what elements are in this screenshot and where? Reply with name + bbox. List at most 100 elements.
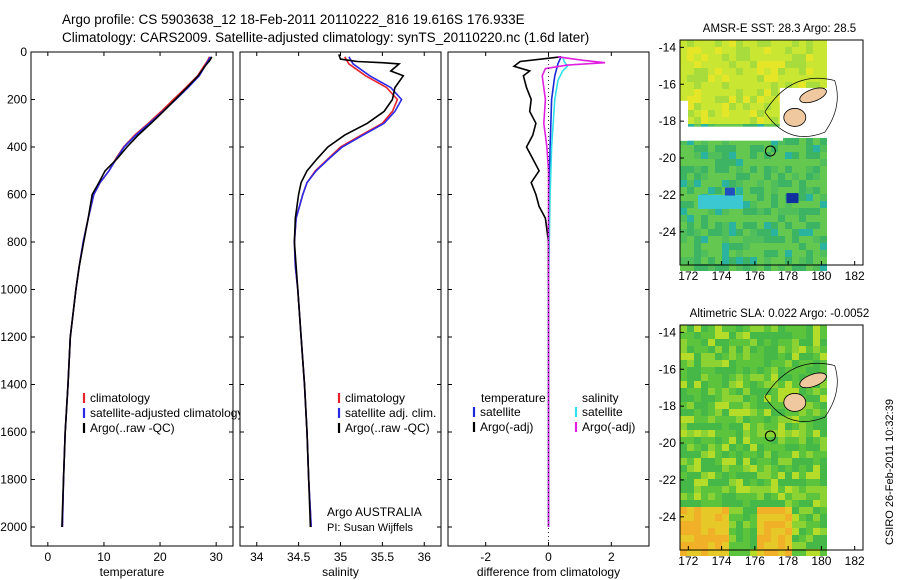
sst_map-cell xyxy=(708,236,715,243)
sst_map-cell xyxy=(694,138,701,145)
sla_map-cell xyxy=(771,542,778,549)
sla_map-cell xyxy=(757,332,764,339)
sla_map-cell xyxy=(799,472,806,479)
sst_map-cell xyxy=(750,194,757,201)
sst_map-cell xyxy=(708,166,715,173)
sla_map-cell xyxy=(743,549,750,556)
sst_map-cell xyxy=(792,229,799,236)
sst_map-cell xyxy=(799,40,806,47)
sst_map-cell xyxy=(736,229,743,236)
sst_map-cell xyxy=(771,75,778,82)
sst_map-cell xyxy=(708,229,715,236)
sst_map-cell xyxy=(785,75,792,82)
sla_map-cell xyxy=(799,360,806,367)
sla_map-cell xyxy=(729,325,736,332)
sla_map-cell xyxy=(708,339,715,346)
sla_map-cell xyxy=(764,521,771,528)
sst_map-cell xyxy=(715,103,722,110)
sla_map-cell xyxy=(701,542,708,549)
sst_map-cell xyxy=(736,236,743,243)
sla_map-cell xyxy=(708,395,715,402)
sst_map-cell xyxy=(785,40,792,47)
sst_map-cell xyxy=(778,201,785,208)
sla_map-cell xyxy=(757,395,764,402)
sst_map-cell xyxy=(806,145,813,152)
sla_map-cell xyxy=(694,395,701,402)
sla_map-cell xyxy=(799,500,806,507)
sst_map-cell xyxy=(757,208,764,215)
sla_map-cell xyxy=(694,507,701,514)
sla_map-cell xyxy=(820,507,827,514)
sst_map-cell xyxy=(743,215,750,222)
sla_map-cell xyxy=(764,535,771,542)
sla_map-cell xyxy=(820,472,827,479)
sla_map-cell xyxy=(785,346,792,353)
sla_map-cell xyxy=(708,388,715,395)
sla_map-cell xyxy=(778,542,785,549)
sla_map-cell xyxy=(750,374,757,381)
sst_map-cell xyxy=(785,229,792,236)
sst_map-cell xyxy=(785,82,792,89)
sla_map-cell xyxy=(680,542,687,549)
sla_map-cell xyxy=(736,374,743,381)
sst_map-cell xyxy=(680,61,687,68)
sst_map-cell xyxy=(687,264,694,271)
sla_map-cell xyxy=(785,528,792,535)
sst_map-cell xyxy=(792,82,799,89)
sla_map-cell xyxy=(813,535,820,542)
sla_map-cell xyxy=(680,465,687,472)
sla_map-argo-marker xyxy=(764,430,776,442)
sla_map-cell xyxy=(778,339,785,346)
sst_map-cell xyxy=(792,201,799,208)
sla_map-cell xyxy=(715,444,722,451)
sst_map-cell xyxy=(813,138,820,145)
sst_map-cell xyxy=(687,110,694,117)
sla_map-cell xyxy=(764,430,771,437)
sst_map-cell xyxy=(799,159,806,166)
sst_map-cell xyxy=(757,82,764,89)
sla_map-cell xyxy=(813,423,820,430)
sst_map-cell xyxy=(680,215,687,222)
sla_map-cell xyxy=(771,388,778,395)
sla_map-cell xyxy=(792,507,799,514)
sst_map-cell xyxy=(729,257,736,264)
sst_map-cell xyxy=(722,166,729,173)
sla_map-cell xyxy=(708,458,715,465)
sst_map-cell xyxy=(736,215,743,222)
sst_map-cell xyxy=(750,75,757,82)
sst_map-cell xyxy=(729,40,736,47)
sla_map-cell xyxy=(820,423,827,430)
sst_map-cell xyxy=(813,68,820,75)
sst_map-cell xyxy=(820,208,827,215)
sla_map-cell xyxy=(785,360,792,367)
sla_map-cell xyxy=(778,353,785,360)
sst_map-cell xyxy=(743,194,750,201)
sla_map-cell xyxy=(715,465,722,472)
sla_map-cell xyxy=(680,423,687,430)
sla_map-cell xyxy=(701,395,708,402)
sla_map-cell xyxy=(806,521,813,528)
sla_map-cell xyxy=(778,430,785,437)
sla_map-cell xyxy=(722,430,729,437)
sla_map-cell xyxy=(806,325,813,332)
sst_map-cell xyxy=(715,82,722,89)
sst_map-frame xyxy=(679,39,864,266)
sst_map-cell xyxy=(708,152,715,159)
diff-legend-sal-argo-label: Argo(-adj) xyxy=(582,420,635,434)
sst_map-cell xyxy=(764,166,771,173)
sla_map-cell xyxy=(757,535,764,542)
sla_map-cell xyxy=(778,437,785,444)
sst_map-cell xyxy=(729,138,736,145)
sst_map-cell xyxy=(701,243,708,250)
sst_map-cell xyxy=(680,89,687,96)
sla_map-cell xyxy=(680,493,687,500)
sst_map-cell xyxy=(771,243,778,250)
sst_map-cell xyxy=(694,96,701,103)
sla_map-cell xyxy=(771,437,778,444)
sst_map-cell xyxy=(820,194,827,201)
sst_map-cell xyxy=(694,166,701,173)
sst_map-cell xyxy=(778,173,785,180)
sla_map-cell xyxy=(680,528,687,535)
sla_map-cell xyxy=(771,500,778,507)
sst_map-cell xyxy=(792,264,799,271)
